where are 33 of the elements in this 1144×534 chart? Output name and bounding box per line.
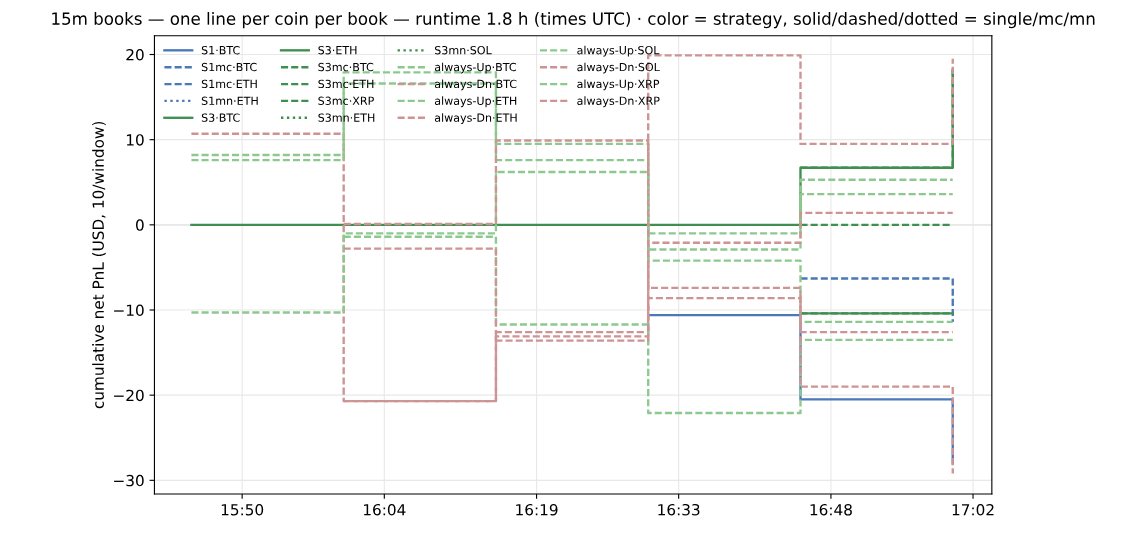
legend-label: S3mc·ETH [318,79,374,89]
legend-label: always-Dn·XRP [577,96,660,108]
legend-label: always-Dn·BTC [434,79,517,91]
legend-label: S3mn·SOL [434,45,492,55]
legend-label: always-Dn·SOL [577,62,660,74]
x-tick-label: 16:04 [363,503,406,516]
legend-label: S1mn·ETH [201,96,258,105]
legend-label: S3mc·BTC [318,62,374,72]
x-tick-label: 17:02 [952,503,994,516]
y-tick-label: −20 [114,389,144,402]
legend-label: S3mn·ETH [318,113,375,122]
legend-label: S3mc·XRP [318,96,374,105]
legend-label: always-Up·ETH [434,96,517,108]
legend-label: always-Up·SOL [577,45,660,57]
x-tick-label: 16:33 [658,503,700,516]
legend-label: S3·ETH [318,45,357,55]
x-tick-label: 16:48 [810,503,852,516]
legend-label: S1·BTC [201,45,240,55]
y-tick-label: 20 [126,48,144,61]
legend-label: always-Up·BTC [434,62,517,74]
x-tick-label: 16:19 [516,503,558,516]
y-tick-label: 0 [136,219,144,231]
legend-label: S1mc·ETH [201,79,257,89]
y-axis-title: cumulative net PnL (USD, 10/window) [92,121,106,409]
legend-label: S3·BTC [201,113,240,122]
y-tick-label: −10 [114,304,144,317]
chart-title: 15m books — one line per coin per book — runtime 1.8 h (times UTC) · color = strategy, solid/dashed/dotted = single/mc/mn [52,12,1095,29]
x-tick-label: 15:50 [221,503,264,516]
legend-label: S1mc·BTC [201,62,257,72]
legend-label: always-Dn·ETH [434,113,517,124]
legend-label: always-Up·XRP [577,79,660,91]
y-tick-label: −30 [114,474,144,487]
y-tick-label: 10 [126,134,144,146]
